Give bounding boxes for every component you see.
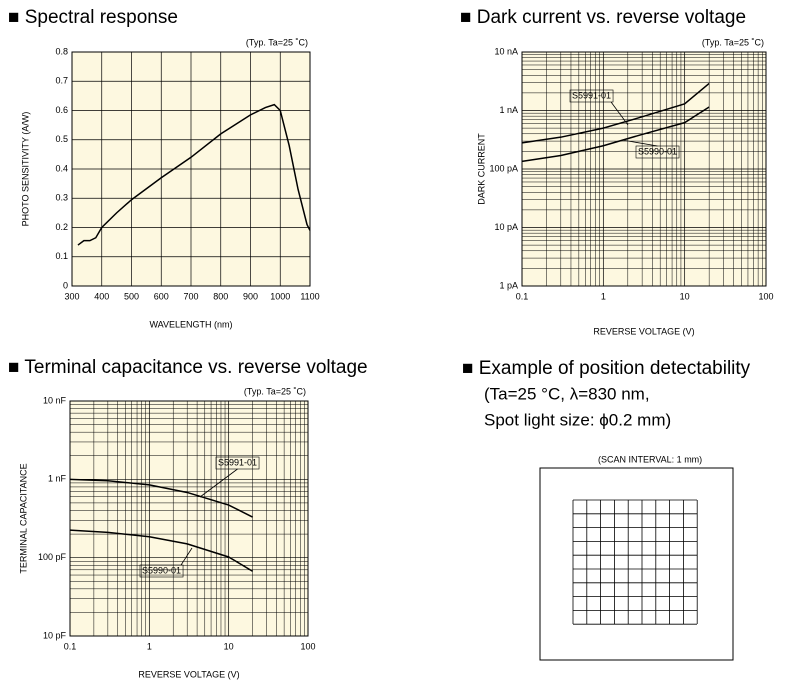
- leader-line: [199, 468, 238, 498]
- panel-line: Spot light size: ϕ0.2 mm): [484, 410, 671, 429]
- frame: [539, 467, 734, 661]
- leader-line: [621, 139, 658, 147]
- x-tick-label: 100: [758, 291, 773, 301]
- scan-interval: (SCAN INTERVAL: 1 mm): [598, 454, 702, 464]
- x-tick-label: 10: [680, 291, 690, 301]
- x-tick-label: 1000: [270, 291, 290, 301]
- y-tick-label: 10 nF: [43, 395, 67, 405]
- x-tick-label: 0.1: [516, 291, 529, 301]
- y-tick-label: 10 pF: [43, 630, 67, 640]
- x-tick-label: 600: [154, 291, 169, 301]
- annotation: (Typ. Ta=25 ˚C): [244, 386, 306, 396]
- chart-title: ■ Terminal capacitance vs. reverse volta…: [8, 357, 368, 378]
- annotation: (Typ. Ta=25 ˚C): [702, 37, 764, 47]
- x-axis-label: WAVELENGTH (nm): [149, 319, 232, 329]
- y-tick-label: 0.7: [55, 76, 68, 86]
- y-axis-label: TERMINAL CAPACITANCE: [18, 463, 28, 573]
- y-tick-label: 1 nA: [499, 105, 518, 115]
- chart-title: ■ Spectral response: [8, 7, 178, 28]
- y-tick-label: 0.5: [55, 134, 68, 144]
- chart-title: ■ Dark current vs. reverse voltage: [460, 7, 746, 28]
- label-box: [569, 89, 614, 103]
- x-tick-label: 500: [124, 291, 139, 301]
- x-tick-label: 100: [300, 641, 315, 651]
- x-tick-label: 700: [183, 291, 198, 301]
- x-tick-label: 900: [243, 291, 258, 301]
- plot-border: [71, 51, 311, 287]
- y-tick-label: 1 nF: [48, 474, 67, 484]
- y-tick-label: 0.8: [55, 46, 68, 56]
- y-tick-label: 1 pA: [499, 280, 518, 290]
- y-tick-label: 0.6: [55, 105, 68, 115]
- response-curve: [77, 103, 311, 246]
- scan-grid: [572, 499, 698, 625]
- position-panel: ■ Example of position detectability (Ta=…: [462, 358, 751, 661]
- annotation: (Typ. Ta=25 ˚C): [246, 37, 308, 47]
- label-box: [139, 564, 184, 578]
- x-tick-label: 1: [147, 641, 152, 651]
- x-axis-label: REVERSE VOLTAGE (V): [593, 326, 694, 336]
- series-label: S5991-01: [572, 90, 611, 100]
- series-curve: [69, 529, 253, 572]
- y-tick-label: 10 nA: [494, 46, 518, 56]
- x-tick-label: 1: [601, 291, 606, 301]
- series-curve: [69, 478, 253, 518]
- y-tick-label: 100 pF: [38, 552, 67, 562]
- series-label: S5990-01: [142, 565, 181, 575]
- y-axis-label: PHOTO SENSITIVITY (A/W): [20, 112, 30, 227]
- y-tick-label: 100 pA: [489, 163, 518, 173]
- panel-line: (Ta=25 °C, λ=830 nm,: [484, 384, 650, 403]
- y-tick-label: 0.4: [55, 163, 68, 173]
- plot-area: [70, 401, 308, 636]
- leader-line: [180, 547, 193, 566]
- y-axis-label: DARK CURRENT: [476, 133, 486, 205]
- x-tick-label: 300: [64, 291, 79, 301]
- y-tick-label: 10 pA: [494, 222, 518, 232]
- leader-line: [610, 101, 629, 126]
- y-tick-label: 0.1: [55, 251, 68, 261]
- y-tick-label: 0.3: [55, 193, 68, 203]
- series-label: S5990-01: [638, 146, 677, 156]
- x-tick-label: 400: [94, 291, 109, 301]
- x-tick-label: 0.1: [64, 641, 77, 651]
- y-tick-label: 0.2: [55, 222, 68, 232]
- plot-border: [521, 51, 767, 287]
- y-tick-label: 0: [63, 280, 68, 290]
- x-tick-label: 1100: [300, 291, 319, 301]
- x-tick-label: 10: [224, 641, 234, 651]
- series-label: S5991-01: [218, 457, 257, 467]
- x-axis-label: REVERSE VOLTAGE (V): [138, 669, 239, 679]
- plot-border: [69, 400, 309, 637]
- panel-title: ■ Example of position detectability: [462, 358, 751, 379]
- x-tick-label: 800: [213, 291, 228, 301]
- series-curve: [521, 82, 710, 144]
